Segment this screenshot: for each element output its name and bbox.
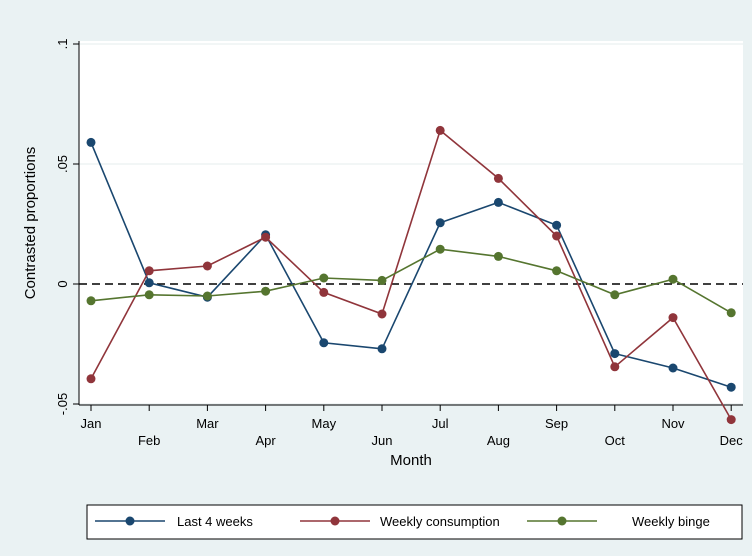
data-point xyxy=(144,266,154,276)
data-point xyxy=(610,349,620,359)
legend-label: Last 4 weeks xyxy=(177,514,253,529)
data-point xyxy=(319,338,329,348)
x-tick-label: Apr xyxy=(255,433,276,448)
data-point xyxy=(552,220,562,230)
data-point xyxy=(202,261,212,271)
data-point xyxy=(86,296,96,306)
x-tick-label: Jun xyxy=(372,433,393,448)
data-point xyxy=(144,278,154,288)
x-tick-label: Mar xyxy=(196,416,219,431)
data-point xyxy=(668,274,678,284)
data-point xyxy=(552,266,562,276)
series-line xyxy=(90,129,732,420)
x-tick-label: Jan xyxy=(81,416,102,431)
data-point xyxy=(668,313,678,323)
y-tick-label: .05 xyxy=(55,155,70,173)
series-3 xyxy=(86,244,736,318)
legend-box xyxy=(86,504,743,540)
data-point xyxy=(144,290,154,300)
data-point xyxy=(319,287,329,297)
data-point xyxy=(552,231,562,241)
data-point xyxy=(726,415,736,425)
data-point xyxy=(86,137,96,147)
data-point xyxy=(319,273,329,283)
data-point xyxy=(668,363,678,373)
data-point xyxy=(377,344,387,354)
legend: Last 4 weeks Weekly consumption Weekly bin… xyxy=(86,504,743,540)
x-tick-label: Nov xyxy=(661,416,685,431)
legend-swatch-marker xyxy=(330,516,340,526)
series-line xyxy=(90,142,732,388)
data-point xyxy=(726,308,736,318)
data-point xyxy=(726,382,736,392)
data-point xyxy=(435,218,445,228)
series-line xyxy=(90,248,732,314)
data-point xyxy=(261,232,271,242)
y-tick-label: 0 xyxy=(55,280,70,287)
legend-label: Weekly consumption xyxy=(380,514,500,529)
data-point xyxy=(435,244,445,254)
data-point xyxy=(610,290,620,300)
x-tick-label: May xyxy=(312,416,337,431)
data-point xyxy=(86,374,96,384)
axes: -.05 0 .05 .1 Jan Feb Mar Apr May Jun Jul Aug Sep Oct… xyxy=(55,39,743,448)
legend-swatch-marker xyxy=(125,516,135,526)
x-tick-label: Feb xyxy=(138,433,160,448)
x-tick-label: Aug xyxy=(487,433,510,448)
data-point xyxy=(610,362,620,372)
x-tick-label: Oct xyxy=(605,433,626,448)
legend-swatch-marker xyxy=(557,516,567,526)
data-point xyxy=(435,125,445,135)
data-point xyxy=(202,291,212,301)
series-1 xyxy=(86,137,736,392)
x-axis-title: Month xyxy=(390,452,432,469)
data-point xyxy=(493,173,503,183)
x-tick-label: Dec xyxy=(720,433,744,448)
y-axis-title: Contrasted proportions xyxy=(22,147,39,300)
y-tick-label: .1 xyxy=(55,39,70,50)
series-layer xyxy=(86,125,736,425)
y-tick-label: -.05 xyxy=(55,393,70,415)
data-point xyxy=(377,309,387,319)
data-point xyxy=(377,275,387,285)
gridlines xyxy=(79,43,743,405)
legend-label: Weekly binge xyxy=(632,514,710,529)
x-tick-label: Jul xyxy=(432,416,449,431)
series-2 xyxy=(86,125,736,425)
data-point xyxy=(261,286,271,296)
data-point xyxy=(493,197,503,207)
data-point xyxy=(493,251,503,261)
x-tick-label: Sep xyxy=(545,416,568,431)
